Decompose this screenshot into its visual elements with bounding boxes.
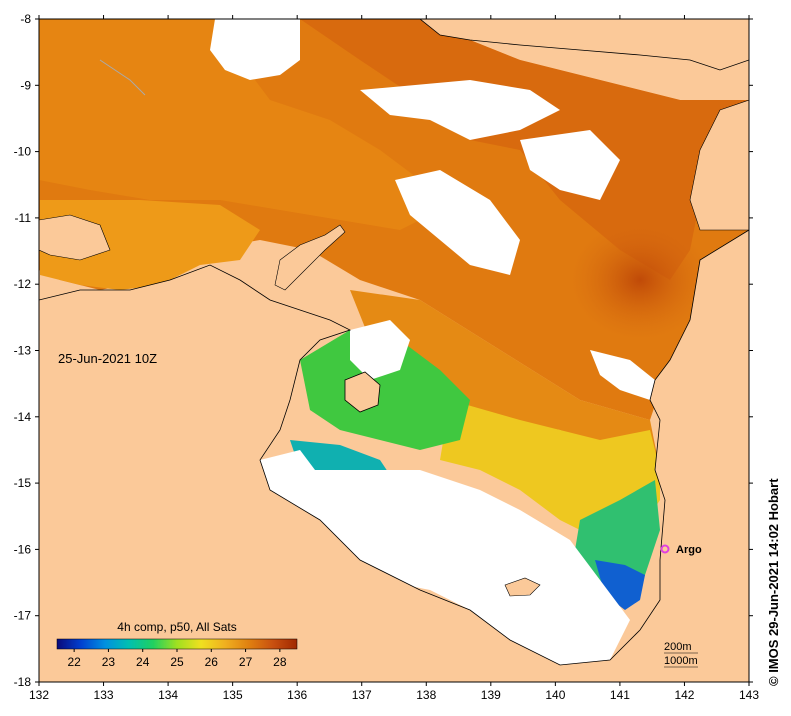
lon-tick-label: 133 <box>94 688 114 702</box>
lon-tick-label: 137 <box>352 688 372 702</box>
legend-ticks: 22 23 24 25 26 27 28 <box>67 649 287 669</box>
argo-float-marker[interactable]: Argo <box>660 544 702 556</box>
land-wessel-islands <box>274 224 346 291</box>
lat-tick-label: -9 <box>20 78 31 92</box>
cloud-mask-east-coast <box>590 350 655 400</box>
cloud-mask-gulf-south <box>300 470 630 665</box>
cloud-mask-north <box>210 19 300 80</box>
land-mornington-island <box>504 577 541 597</box>
latitude-axis: -8 -9 -10 -11 -12 -13 -14 -15 -16 -17 -18 <box>14 12 753 689</box>
legend-tick-label: 25 <box>170 655 184 669</box>
lon-tick-label: 139 <box>481 688 501 702</box>
lon-tick-label: 142 <box>674 688 694 702</box>
sst-cold-southeast <box>595 560 645 610</box>
legend-tick-label: 28 <box>273 655 287 669</box>
cloud-mask-central <box>360 80 560 140</box>
sst-gulf-green <box>300 330 470 450</box>
lon-tick-label: 136 <box>287 688 307 702</box>
lat-tick-label: -15 <box>14 476 32 490</box>
sst-amber-south <box>40 200 260 290</box>
lat-tick-label: -8 <box>20 12 31 26</box>
longitude-axis: 132 133 134 135 136 137 138 139 140 141 142 143 <box>29 15 759 702</box>
land-tip-cape-york <box>689 99 749 231</box>
cloud-mask-gulf-sw <box>260 450 330 520</box>
land-melville-island <box>39 214 111 261</box>
lon-tick-label: 134 <box>158 688 178 702</box>
lon-tick-label: 135 <box>223 688 243 702</box>
land-arnhem-land <box>39 229 749 682</box>
imos-credit: © IMOS 29-Jun-2021 14:02 Hobart <box>766 478 781 686</box>
sst-orange-west <box>39 19 440 230</box>
legend-colorbar <box>56 638 298 650</box>
lon-tick-label: 138 <box>416 688 436 702</box>
legend-title: 4h comp, p50, All Sats <box>117 620 236 634</box>
lat-tick-label: -17 <box>14 609 32 623</box>
legend-tick-label: 22 <box>67 655 81 669</box>
sst-color-legend: 4h comp, p50, All Sats 22 23 24 25 26 27 28 <box>56 620 298 669</box>
sst-east-green <box>575 480 660 600</box>
cloud-mask-east <box>520 130 620 200</box>
sst-warm-band <box>39 19 749 280</box>
cloud-mask-mid <box>395 170 520 275</box>
sst-hot-core <box>570 220 710 340</box>
legend-tick-label: 23 <box>102 655 116 669</box>
argo-label: Argo <box>676 544 702 556</box>
lat-tick-label: -10 <box>14 145 32 159</box>
argo-float-icon[interactable] <box>660 544 670 554</box>
lat-tick-label: -16 <box>14 542 32 556</box>
land-groote-eylandt <box>344 371 381 413</box>
isobath-200m-line <box>99 59 146 96</box>
lon-tick-label: 140 <box>545 688 565 702</box>
lat-tick-label: -18 <box>14 675 32 689</box>
legend-tick-label: 26 <box>205 655 219 669</box>
map-date-label: 25-Jun-2021 10Z <box>58 351 157 366</box>
sst-gulf-orange <box>350 290 660 470</box>
legend-tick-label: 27 <box>239 655 253 669</box>
lon-tick-label: 132 <box>29 688 49 702</box>
isobath-200m-label: 200m <box>664 641 692 653</box>
sst-gulf-yellow <box>440 400 660 540</box>
cloud-mask-gulf-west <box>350 320 410 380</box>
lat-tick-label: -11 <box>15 211 32 225</box>
lon-tick-label: 143 <box>739 688 759 702</box>
isobath-1000m-label: 1000m <box>664 655 698 667</box>
lat-tick-label: -14 <box>14 410 32 424</box>
lat-tick-label: -13 <box>14 344 32 358</box>
isobath-legend: 200m 1000m <box>664 641 698 668</box>
legend-tick-label: 24 <box>136 655 150 669</box>
lat-tick-label: -12 <box>14 277 32 291</box>
lon-tick-label: 141 <box>610 688 630 702</box>
land-new-guinea <box>419 19 749 71</box>
